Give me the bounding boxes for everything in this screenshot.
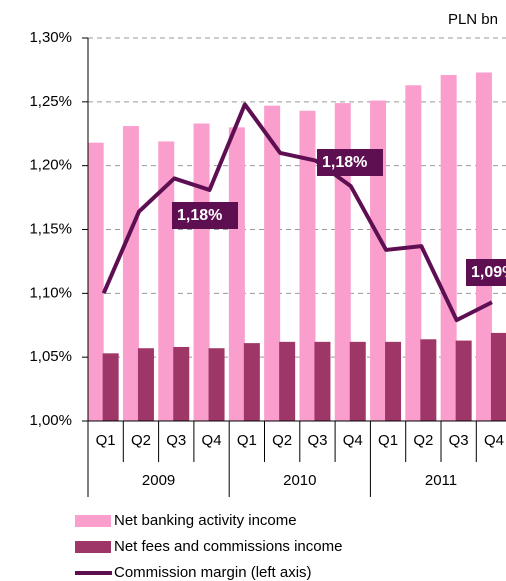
bar (208, 348, 225, 421)
bar (475, 72, 492, 421)
bar (490, 332, 506, 421)
legend-swatch (75, 541, 111, 553)
bar (173, 346, 190, 421)
legend-label: Commission margin (left axis) (114, 564, 312, 581)
y-tick-label: 1,30% (29, 29, 72, 46)
x-tick-label: Q1 (96, 432, 116, 449)
annotation: 1,09% (471, 264, 506, 281)
x-group-label: 2009 (142, 472, 175, 489)
bar (349, 341, 366, 421)
unit-label: PLN bn (448, 11, 498, 28)
bar (228, 127, 245, 421)
bar (440, 75, 457, 422)
legend-label: Net banking activity income (114, 512, 297, 529)
y-tick-label: 1,25% (29, 93, 72, 110)
x-tick-label: Q3 (166, 432, 186, 449)
bar (370, 100, 387, 421)
bar (243, 343, 260, 421)
legend-label: Net fees and commissions income (114, 538, 342, 555)
bar (299, 110, 316, 422)
annotation-box (317, 149, 383, 176)
line (101, 102, 493, 323)
x-tick-label: Q2 (272, 432, 292, 449)
bar (385, 341, 402, 421)
bar (405, 85, 422, 421)
y-tick-label: 1,05% (29, 348, 72, 365)
x-group-label: 2011 (425, 472, 457, 489)
x-group-label: 2010 (283, 472, 316, 489)
bar (455, 340, 472, 421)
annotation: 1,18% (322, 154, 367, 171)
annotation-box (466, 259, 506, 286)
x-tick-label: Q4 (343, 432, 363, 449)
bar (122, 126, 139, 421)
bar (314, 341, 331, 421)
x-tick-label: Q1 (378, 432, 398, 449)
bar (420, 339, 437, 421)
annotation-box (172, 202, 238, 229)
bar (87, 142, 104, 422)
x-tick-label: Q4 (202, 432, 222, 449)
x-tick-label: Q2 (131, 432, 151, 449)
x-tick-label: Q3 (449, 432, 469, 449)
legend-swatch (75, 515, 111, 527)
y-tick-label: 1,10% (29, 284, 72, 301)
x-tick-label: Q4 (484, 432, 504, 449)
y-tick-label: 1,00% (29, 412, 72, 429)
bar (102, 353, 119, 421)
bar (137, 348, 154, 421)
y-tick-label: 1,20% (29, 157, 72, 174)
x-tick-label: Q1 (237, 432, 257, 449)
bar (264, 105, 281, 421)
bar (158, 141, 175, 421)
x-tick-label: Q3 (307, 432, 327, 449)
bar (193, 123, 210, 421)
bar (279, 341, 296, 421)
annotation: 1,18% (177, 207, 222, 224)
y-tick-label: 1,15% (29, 220, 72, 237)
x-tick-label: Q2 (413, 432, 433, 449)
